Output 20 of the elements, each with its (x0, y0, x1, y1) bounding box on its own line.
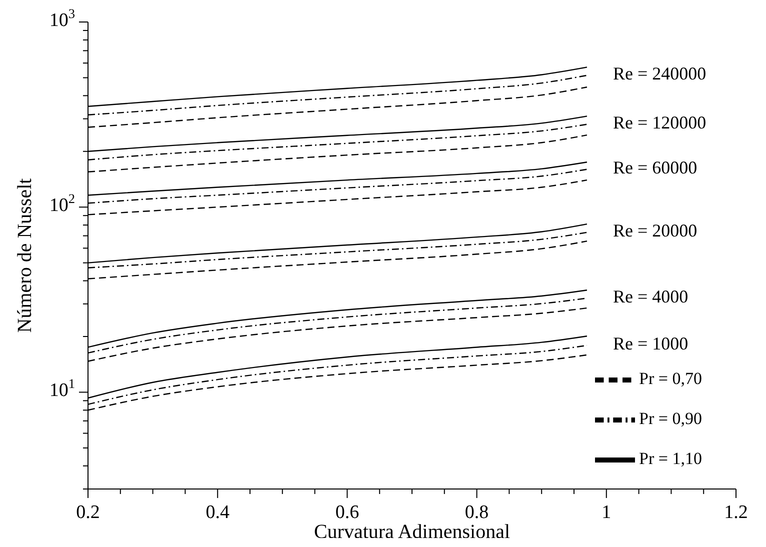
x-axis-title: Curvatura Adimensional (314, 521, 510, 543)
x-tick-label: 0.8 (464, 502, 489, 524)
y-tick-label: 10$^{1}$ (49, 376, 75, 402)
x-tick-label: 0.4 (206, 502, 230, 524)
annotation: Re = 20000 (612, 220, 698, 241)
y-axis-title: Número de Nusselt (14, 178, 36, 333)
annotation: Re = 1000 (612, 334, 688, 354)
legend-label: Pr = 0,70 (639, 368, 702, 388)
y-tick-label: 10$^{3}$ (49, 6, 76, 32)
y-tick-label: 10$^{2}$ (49, 190, 75, 216)
x-tick-label: 0.2 (76, 502, 100, 524)
x-tick-label: 1.2 (724, 502, 748, 524)
legend-label: Pr = 0,90 (639, 408, 702, 428)
annotation: Re = 240000 (612, 63, 706, 84)
annotation: Re = 4000 (612, 286, 688, 306)
legend-label: Pr = 1,10 (639, 448, 702, 468)
annotation: Re = 60000 (612, 157, 698, 178)
x-tick-label: 1 (602, 502, 612, 524)
x-tick-label: 0.6 (335, 502, 360, 524)
annotation: Re = 120000 (612, 112, 706, 132)
